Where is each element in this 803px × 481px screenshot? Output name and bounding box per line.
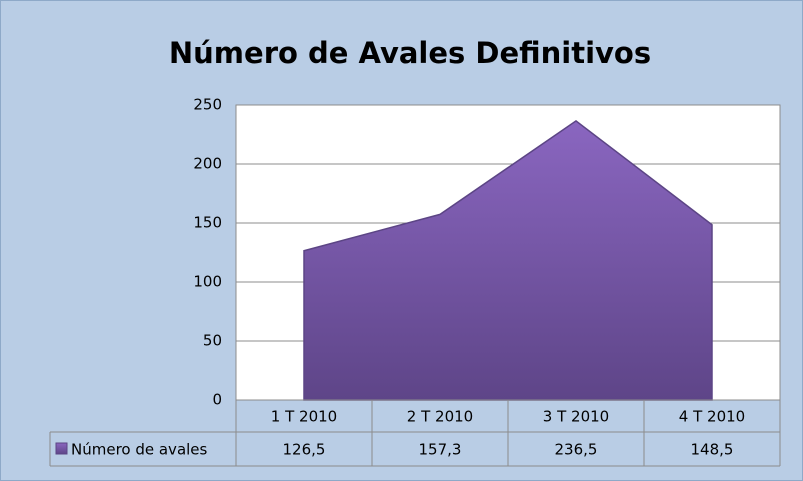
y-tick-label: 0: [212, 391, 222, 409]
x-tick-label: 1 T 2010: [271, 408, 337, 426]
legend-label: Número de avales: [71, 441, 208, 459]
data-label: 236,5: [555, 441, 598, 459]
x-tick-label: 2 T 2010: [407, 408, 473, 426]
x-tick-label: 4 T 2010: [679, 408, 745, 426]
y-tick-label: 250: [193, 96, 222, 114]
y-tick-label: 100: [193, 273, 222, 291]
y-tick-label: 150: [193, 214, 222, 232]
y-tick-label: 50: [203, 332, 222, 350]
y-tick-label: 200: [193, 155, 222, 173]
data-label: 148,5: [691, 441, 734, 459]
data-label: 157,3: [419, 441, 462, 459]
chart-title: Número de Avales Definitivos: [169, 36, 651, 70]
x-tick-label: 3 T 2010: [543, 408, 609, 426]
legend-marker: [55, 442, 68, 455]
data-label: 126,5: [283, 441, 326, 459]
